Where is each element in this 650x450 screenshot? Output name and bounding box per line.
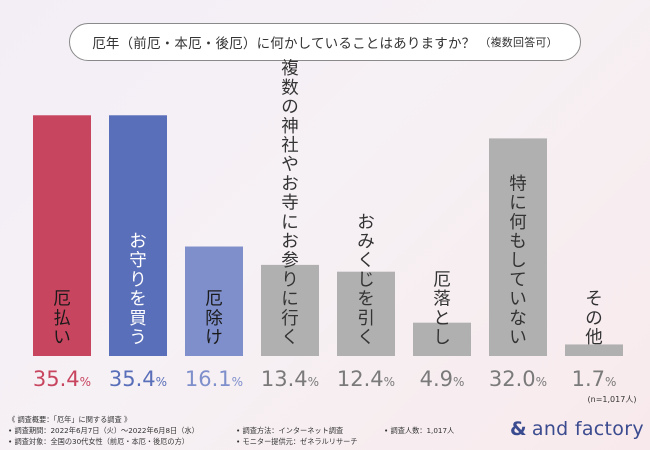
chart-subtitle: （複数回答可） <box>479 36 558 49</box>
logo-text: and factory <box>531 418 644 440</box>
bar-3 <box>185 246 243 356</box>
value-label-7: 32.0% <box>489 367 547 391</box>
bar-4 <box>261 264 319 356</box>
survey-count: • 調査人数：1,017人 <box>384 426 455 435</box>
value-label-2: 35.4% <box>109 367 167 391</box>
category-label-7: 特に何もしていない <box>509 174 527 348</box>
chart-title-box: 厄年（前厄・本厄・後厄）に何かしていることはありますか？ （複数回答可） <box>69 23 581 61</box>
value-label-4: 13.4% <box>261 367 319 391</box>
value-label-1: 35.4% <box>33 367 91 391</box>
survey-method: • 調査方法：インターネット調査 <box>236 426 344 435</box>
category-label-6: 厄落とし <box>433 270 451 348</box>
survey-heading: 《 調査概要：「厄年」に関する調査 》 <box>8 415 132 424</box>
bar-8 <box>565 344 623 356</box>
category-label-2: お守りを買う <box>129 232 147 348</box>
chart-title: 厄年（前厄・本厄・後厄）に何かしていることはありますか？ <box>92 36 476 52</box>
category-label-1: 厄払い <box>53 290 71 348</box>
category-label-8: その他 <box>585 290 603 348</box>
logo-ampersand: & <box>510 418 527 440</box>
category-label-3: 厄除け <box>205 290 223 348</box>
bar-7 <box>489 138 547 356</box>
survey-target: • 調査対象：全国の30代女性（前厄・本厄・後厄の方） <box>8 437 189 446</box>
value-label-3: 16.1% <box>185 367 243 391</box>
category-label-5: おみくじを引く <box>357 213 375 348</box>
survey-notes-col2: • 調査方法：インターネット調査 • モニター提供元：ゼネラルリサーチ <box>236 425 358 447</box>
brand-logo: & and factory <box>510 418 644 440</box>
survey-provider: • モニター提供元：ゼネラルリサーチ <box>236 437 358 446</box>
bar-2 <box>109 115 167 356</box>
bar-5 <box>337 271 395 356</box>
value-label-5: 12.4% <box>337 367 395 391</box>
bar-1 <box>33 115 91 356</box>
survey-notes-col3: • 調査人数：1,017人 <box>384 425 454 436</box>
survey-period: • 調査期間：2022年6月7日（火）〜2022年6月8日（水） <box>8 426 199 435</box>
value-label-8: 1.7% <box>572 367 617 391</box>
value-label-6: 4.9% <box>420 367 465 391</box>
sample-size-note: (n=1,017人) <box>588 395 637 404</box>
survey-notes: 《 調査概要：「厄年」に関する調査 》 • 調査期間：2022年6月7日（火）〜… <box>8 414 199 447</box>
bar-6 <box>413 322 471 356</box>
category-label-4: 複数の神社やお寺にお参りに行く <box>281 59 299 348</box>
